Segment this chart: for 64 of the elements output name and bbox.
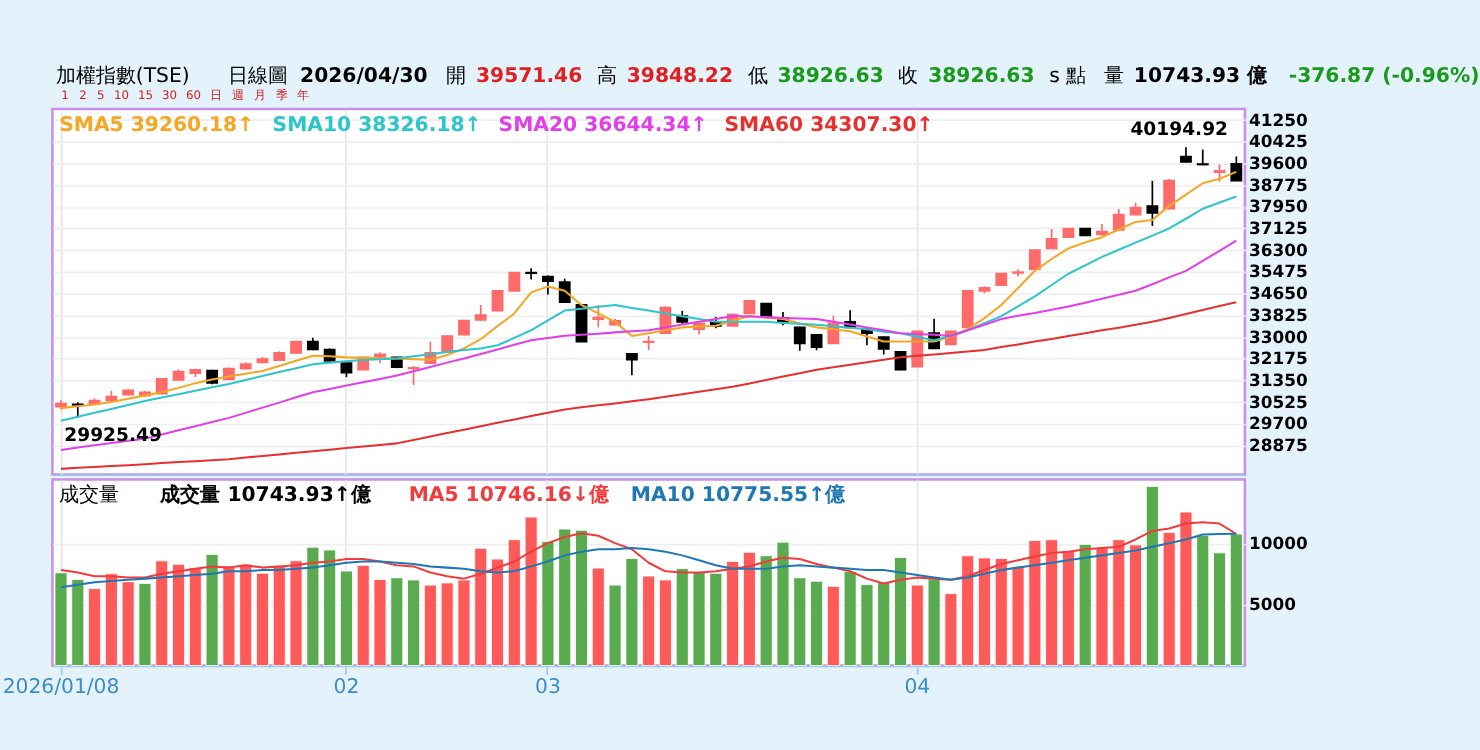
text: 開 (446, 66, 467, 88)
text: SMA20 36644.34↑ (498, 115, 708, 138)
text: 2026/04/30 (300, 66, 428, 88)
text: SMA60 34307.30↑ (724, 115, 934, 138)
y-tick-label: 29700 (1249, 413, 1309, 434)
text: 39571.46 (475, 66, 583, 88)
x-tick-label: 03 (535, 677, 561, 700)
candlestick (508, 271, 521, 293)
candlestick (1230, 155, 1243, 182)
candlestick (1146, 180, 1159, 227)
candlestick (642, 334, 655, 351)
candlestick (1163, 178, 1176, 211)
y-tick-label: 37125 (1249, 218, 1309, 238)
y-tick-label: 38775 (1249, 174, 1309, 195)
text: -376.87 (-0.96%) (1288, 66, 1480, 88)
text: 低 (747, 66, 768, 88)
candlestick (625, 352, 638, 377)
candlestick (1196, 148, 1209, 166)
candlestick (592, 304, 605, 329)
text: SMA5 39260.18↑ (59, 115, 255, 138)
y-tick-label: 36300 (1249, 239, 1309, 260)
chart-title: 成交量 (59, 483, 120, 508)
y-tick-label: 31350 (1249, 369, 1309, 390)
text: 收 (898, 66, 919, 88)
x-tick-label: 2026/01/08 (2, 677, 120, 700)
text: 38926.63 (928, 66, 1035, 88)
y-tick-label: 41250 (1249, 109, 1309, 130)
text: 量 (1104, 66, 1125, 88)
annotation: 29925.49 (64, 425, 162, 448)
y-tick-label: 34650 (1249, 283, 1309, 304)
line-series (59, 301, 1238, 470)
y-tick-label: 5000 (1249, 594, 1297, 615)
candlestick (961, 289, 974, 329)
text: 高 (596, 64, 617, 88)
candlestick (407, 365, 420, 386)
text: 日線圖 (227, 66, 288, 88)
line-series (59, 521, 1238, 585)
x-tick-label: 02 (333, 677, 360, 700)
candlestick (525, 267, 538, 281)
line-series (59, 239, 1238, 451)
text: 10743.93 億 (1133, 64, 1270, 88)
y-tick-label: 35475 (1249, 261, 1309, 282)
text: MA10 10775.55↑億 (630, 483, 848, 508)
y-tick-label: 28875 (1249, 435, 1309, 455)
text: SMA10 38326.18↑ (272, 115, 482, 138)
text: 成交量 10743.93↑億 (158, 483, 373, 508)
y-tick-label: 39600 (1249, 152, 1309, 173)
y-tick-label: 30525 (1249, 391, 1309, 412)
y-tick-label: 40425 (1249, 131, 1309, 152)
y-tick-label: 33825 (1249, 304, 1309, 325)
candlestick (1045, 228, 1058, 250)
annotation: 40194.92 (1130, 119, 1229, 142)
chart-title: 加權指數(TSE) (55, 64, 190, 88)
text: 38926.63 (777, 66, 884, 88)
y-tick-label: 10000 (1249, 533, 1309, 554)
line-series (59, 532, 1238, 589)
text: 39848.22 (626, 66, 734, 88)
y-tick-label: 37950 (1249, 196, 1309, 217)
series-label: MA5 10746.16↓億 (408, 483, 611, 508)
y-tick-label: 33000 (1249, 326, 1309, 347)
candlestick (1028, 248, 1041, 271)
x-tick-label: 04 (904, 677, 931, 700)
y-tick-label: 32175 (1249, 348, 1309, 369)
text: s 點 (1049, 64, 1087, 88)
